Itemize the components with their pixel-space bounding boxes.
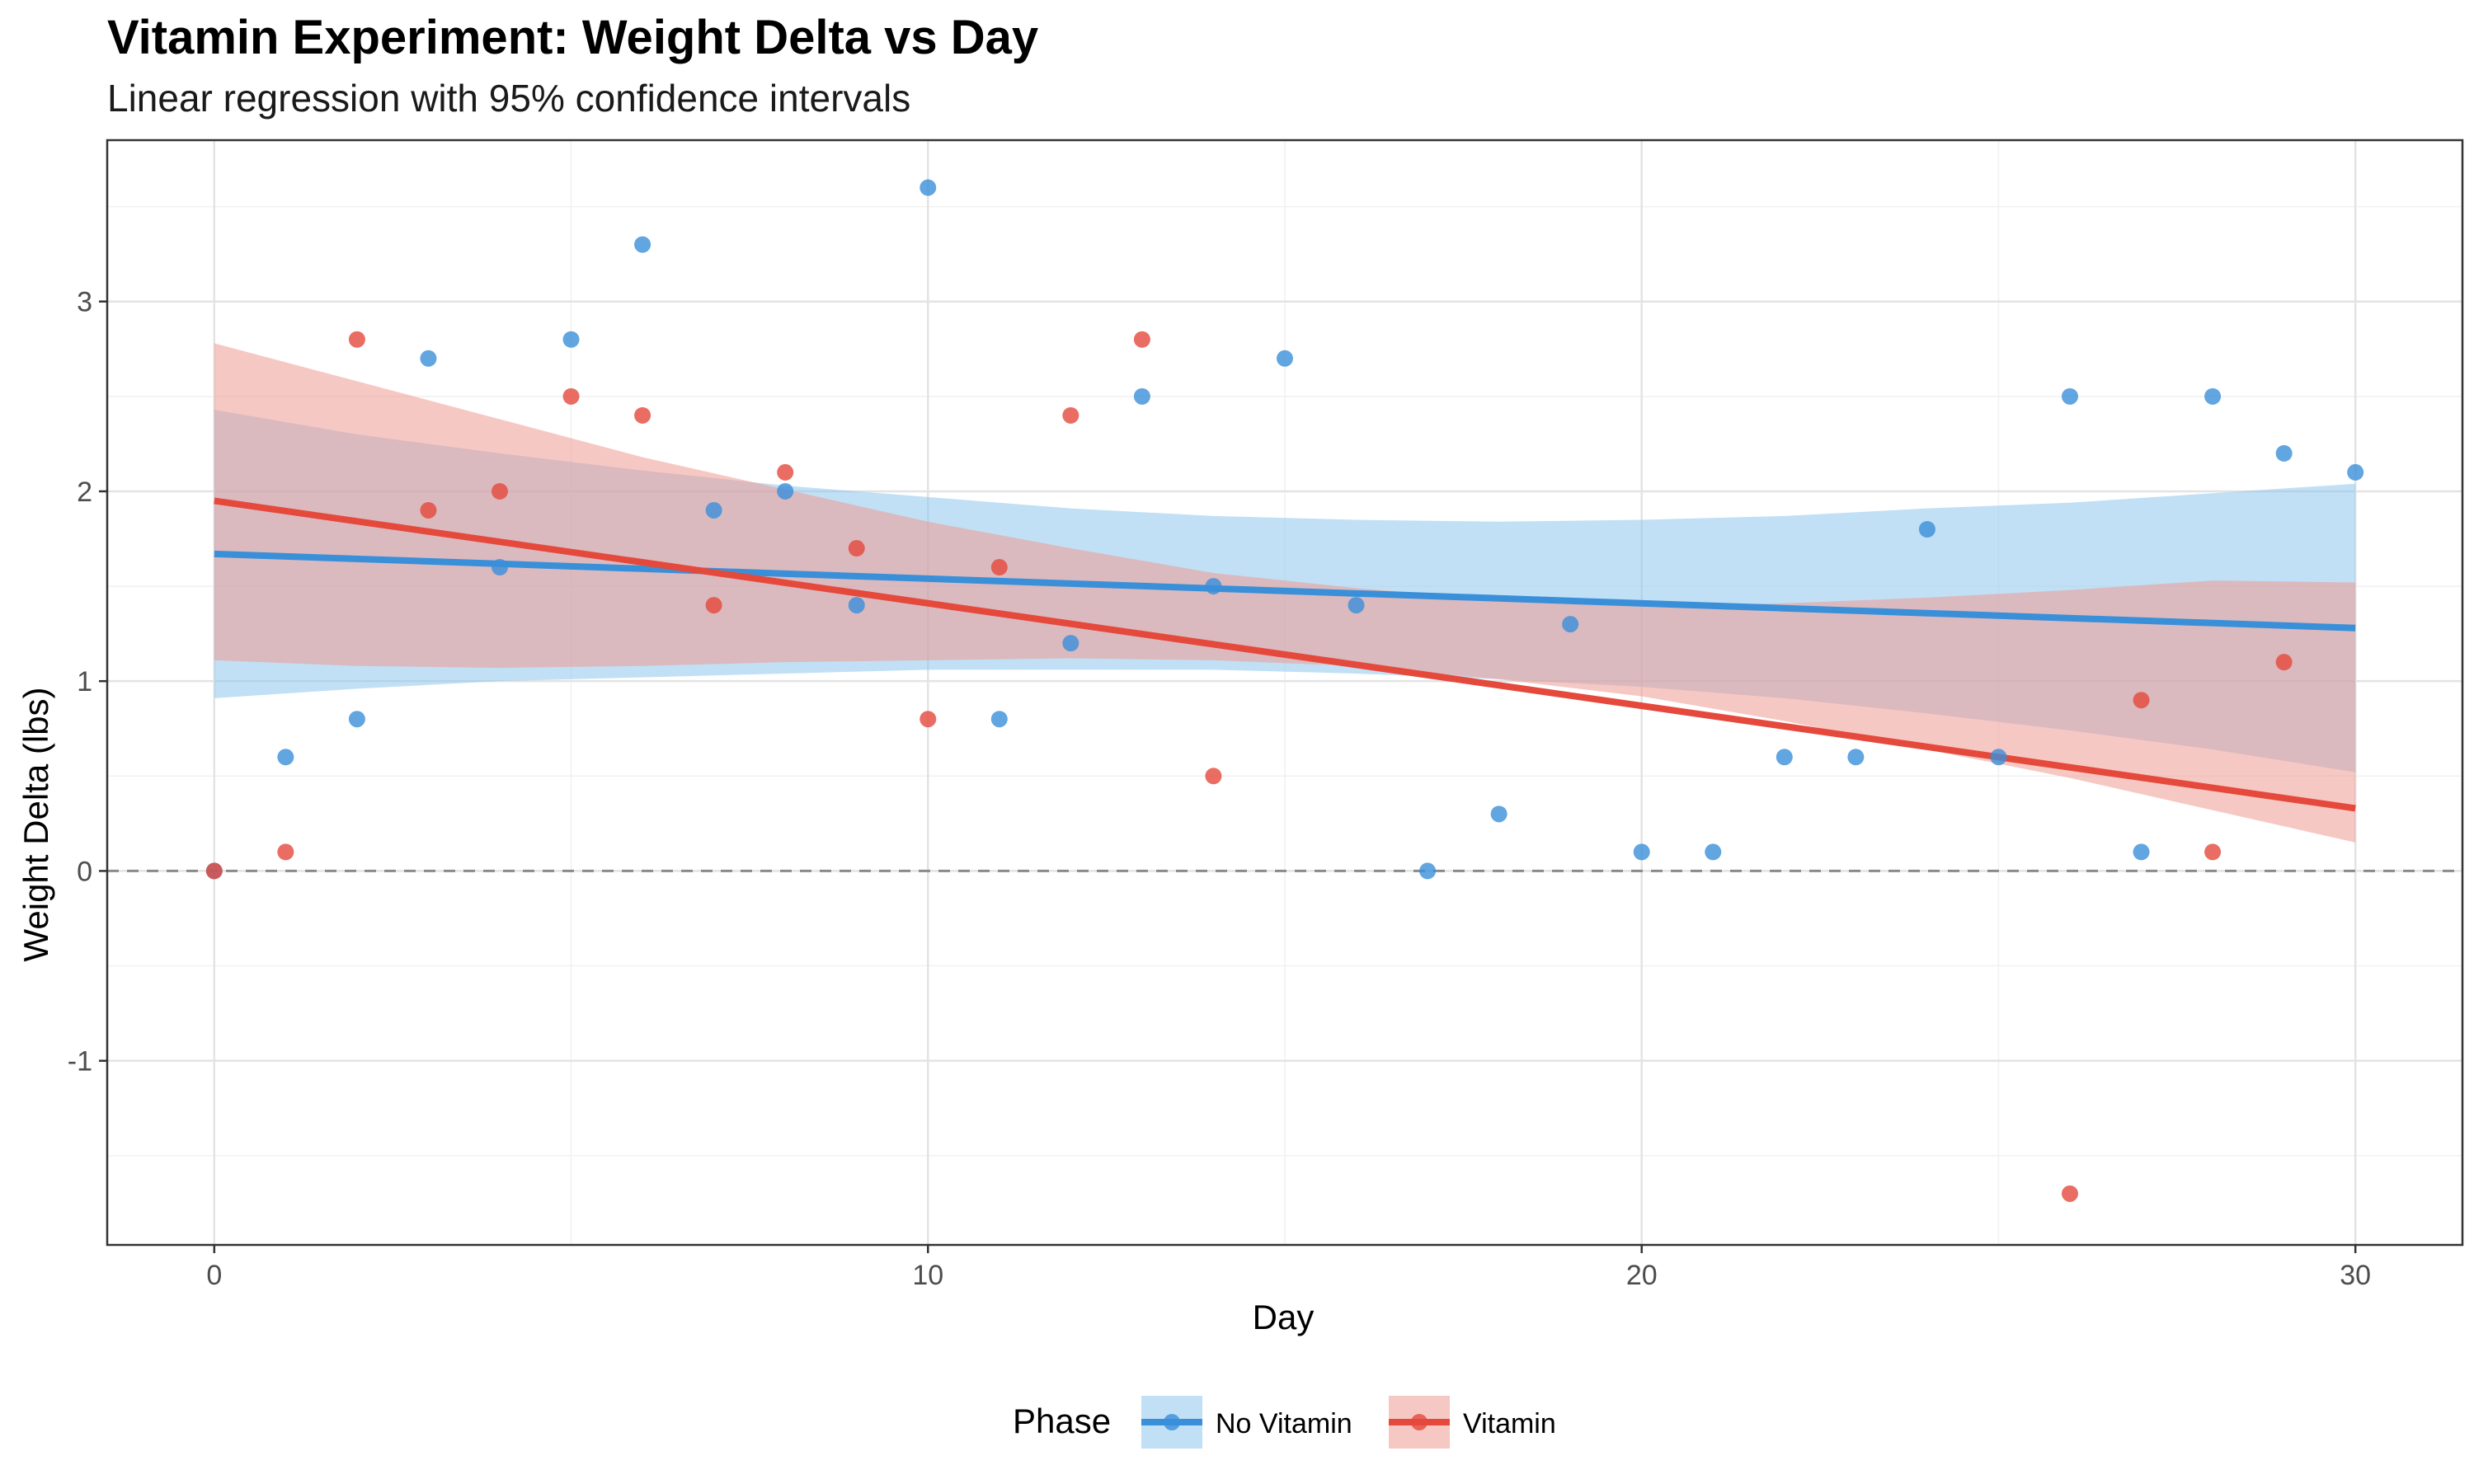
data-point-vitamin xyxy=(1133,331,1150,348)
legend-title: Phase xyxy=(1013,1402,1111,1440)
data-point-no-vitamin xyxy=(1419,862,1437,880)
data-point-vitamin xyxy=(277,843,294,861)
data-point-vitamin xyxy=(990,559,1008,576)
chart-title: Vitamin Experiment: Weight Delta vs Day xyxy=(107,11,1039,64)
data-point-no-vitamin xyxy=(420,350,437,367)
legend-key-point xyxy=(1164,1414,1180,1430)
plot-border xyxy=(106,139,2464,1247)
data-point-no-vitamin xyxy=(2275,444,2293,462)
data-point-no-vitamin xyxy=(1490,805,1507,823)
x-tick-label: 0 xyxy=(206,1260,222,1291)
data-point-no-vitamin xyxy=(348,711,365,728)
legend-items: No Vitamin Vitamin xyxy=(1141,1396,1556,1449)
data-point-vitamin xyxy=(1205,768,1222,785)
data-point-vitamin xyxy=(420,501,437,519)
legend-label: Vitamin xyxy=(1463,1408,1556,1439)
data-point-no-vitamin xyxy=(1847,749,1865,766)
legend-label: No Vitamin xyxy=(1216,1408,1352,1439)
data-point-vitamin xyxy=(348,331,365,348)
legend: Phase No Vitamin Vitamin xyxy=(1013,1396,1556,1449)
y-tick-label: 0 xyxy=(77,856,92,887)
regression-line-no-vitamin xyxy=(214,550,2356,632)
data-point-no-vitamin xyxy=(1205,578,1222,595)
legend-item-no-vitamin: No Vitamin xyxy=(1141,1396,1352,1449)
y-tick-label: 2 xyxy=(77,477,92,508)
data-point-no-vitamin xyxy=(1348,597,1365,614)
data-point-no-vitamin xyxy=(492,559,508,576)
data-point-vitamin xyxy=(2204,843,2222,861)
data-point-no-vitamin xyxy=(634,236,651,253)
data-point-no-vitamin xyxy=(1633,843,1650,861)
y-tick-label: 1 xyxy=(77,666,92,697)
data-point-vitamin xyxy=(848,540,865,557)
data-point-no-vitamin xyxy=(705,501,722,519)
data-point-vitamin xyxy=(920,711,937,728)
x-tick-label: 30 xyxy=(2340,1260,2371,1291)
y-tick-label: -1 xyxy=(68,1046,92,1078)
data-point-no-vitamin xyxy=(1277,350,1293,367)
data-point-no-vitamin xyxy=(848,597,865,614)
chart-subtitle: Linear regression with 95% confidence in… xyxy=(107,77,911,120)
data-point-no-vitamin xyxy=(1918,520,1935,538)
data-point-vitamin xyxy=(634,406,651,424)
data-point-no-vitamin xyxy=(1562,616,1579,633)
data-point-no-vitamin xyxy=(2062,387,2078,405)
data-point-vitamin xyxy=(205,862,223,880)
data-point-vitamin xyxy=(705,597,722,614)
data-point-no-vitamin xyxy=(2347,463,2364,481)
data-point-vitamin xyxy=(2275,654,2293,671)
data-point-vitamin xyxy=(492,482,508,500)
x-axis-label: Day xyxy=(1253,1298,1315,1336)
y-tick-label: 3 xyxy=(77,287,92,318)
data-point-no-vitamin xyxy=(990,711,1008,728)
data-point-no-vitamin xyxy=(562,331,580,348)
data-point-no-vitamin xyxy=(2204,387,2222,405)
data-point-vitamin xyxy=(1062,406,1079,424)
data-point-no-vitamin xyxy=(277,749,294,766)
legend-key-point xyxy=(1411,1414,1427,1430)
x-tick-label: 10 xyxy=(912,1260,943,1291)
data-point-vitamin xyxy=(2133,692,2150,709)
data-point-no-vitamin xyxy=(1705,843,1722,861)
data-point-no-vitamin xyxy=(1133,387,1150,405)
data-points xyxy=(205,179,2364,1202)
data-point-vitamin xyxy=(777,463,794,481)
data-point-no-vitamin xyxy=(920,179,937,196)
data-point-no-vitamin xyxy=(1990,749,2007,766)
legend-item-vitamin: Vitamin xyxy=(1389,1396,1556,1449)
data-point-no-vitamin xyxy=(1062,635,1079,652)
data-point-no-vitamin xyxy=(2133,843,2150,861)
data-point-no-vitamin xyxy=(1776,749,1793,766)
data-point-vitamin xyxy=(2062,1185,2078,1202)
data-point-vitamin xyxy=(562,387,580,405)
data-point-no-vitamin xyxy=(777,482,794,500)
x-tick-label: 20 xyxy=(1626,1260,1658,1291)
y-axis-label: Weight Delta (lbs) xyxy=(16,687,55,961)
axes: 0 10 20 30 -1 0 1 2 3 xyxy=(68,139,2464,1291)
